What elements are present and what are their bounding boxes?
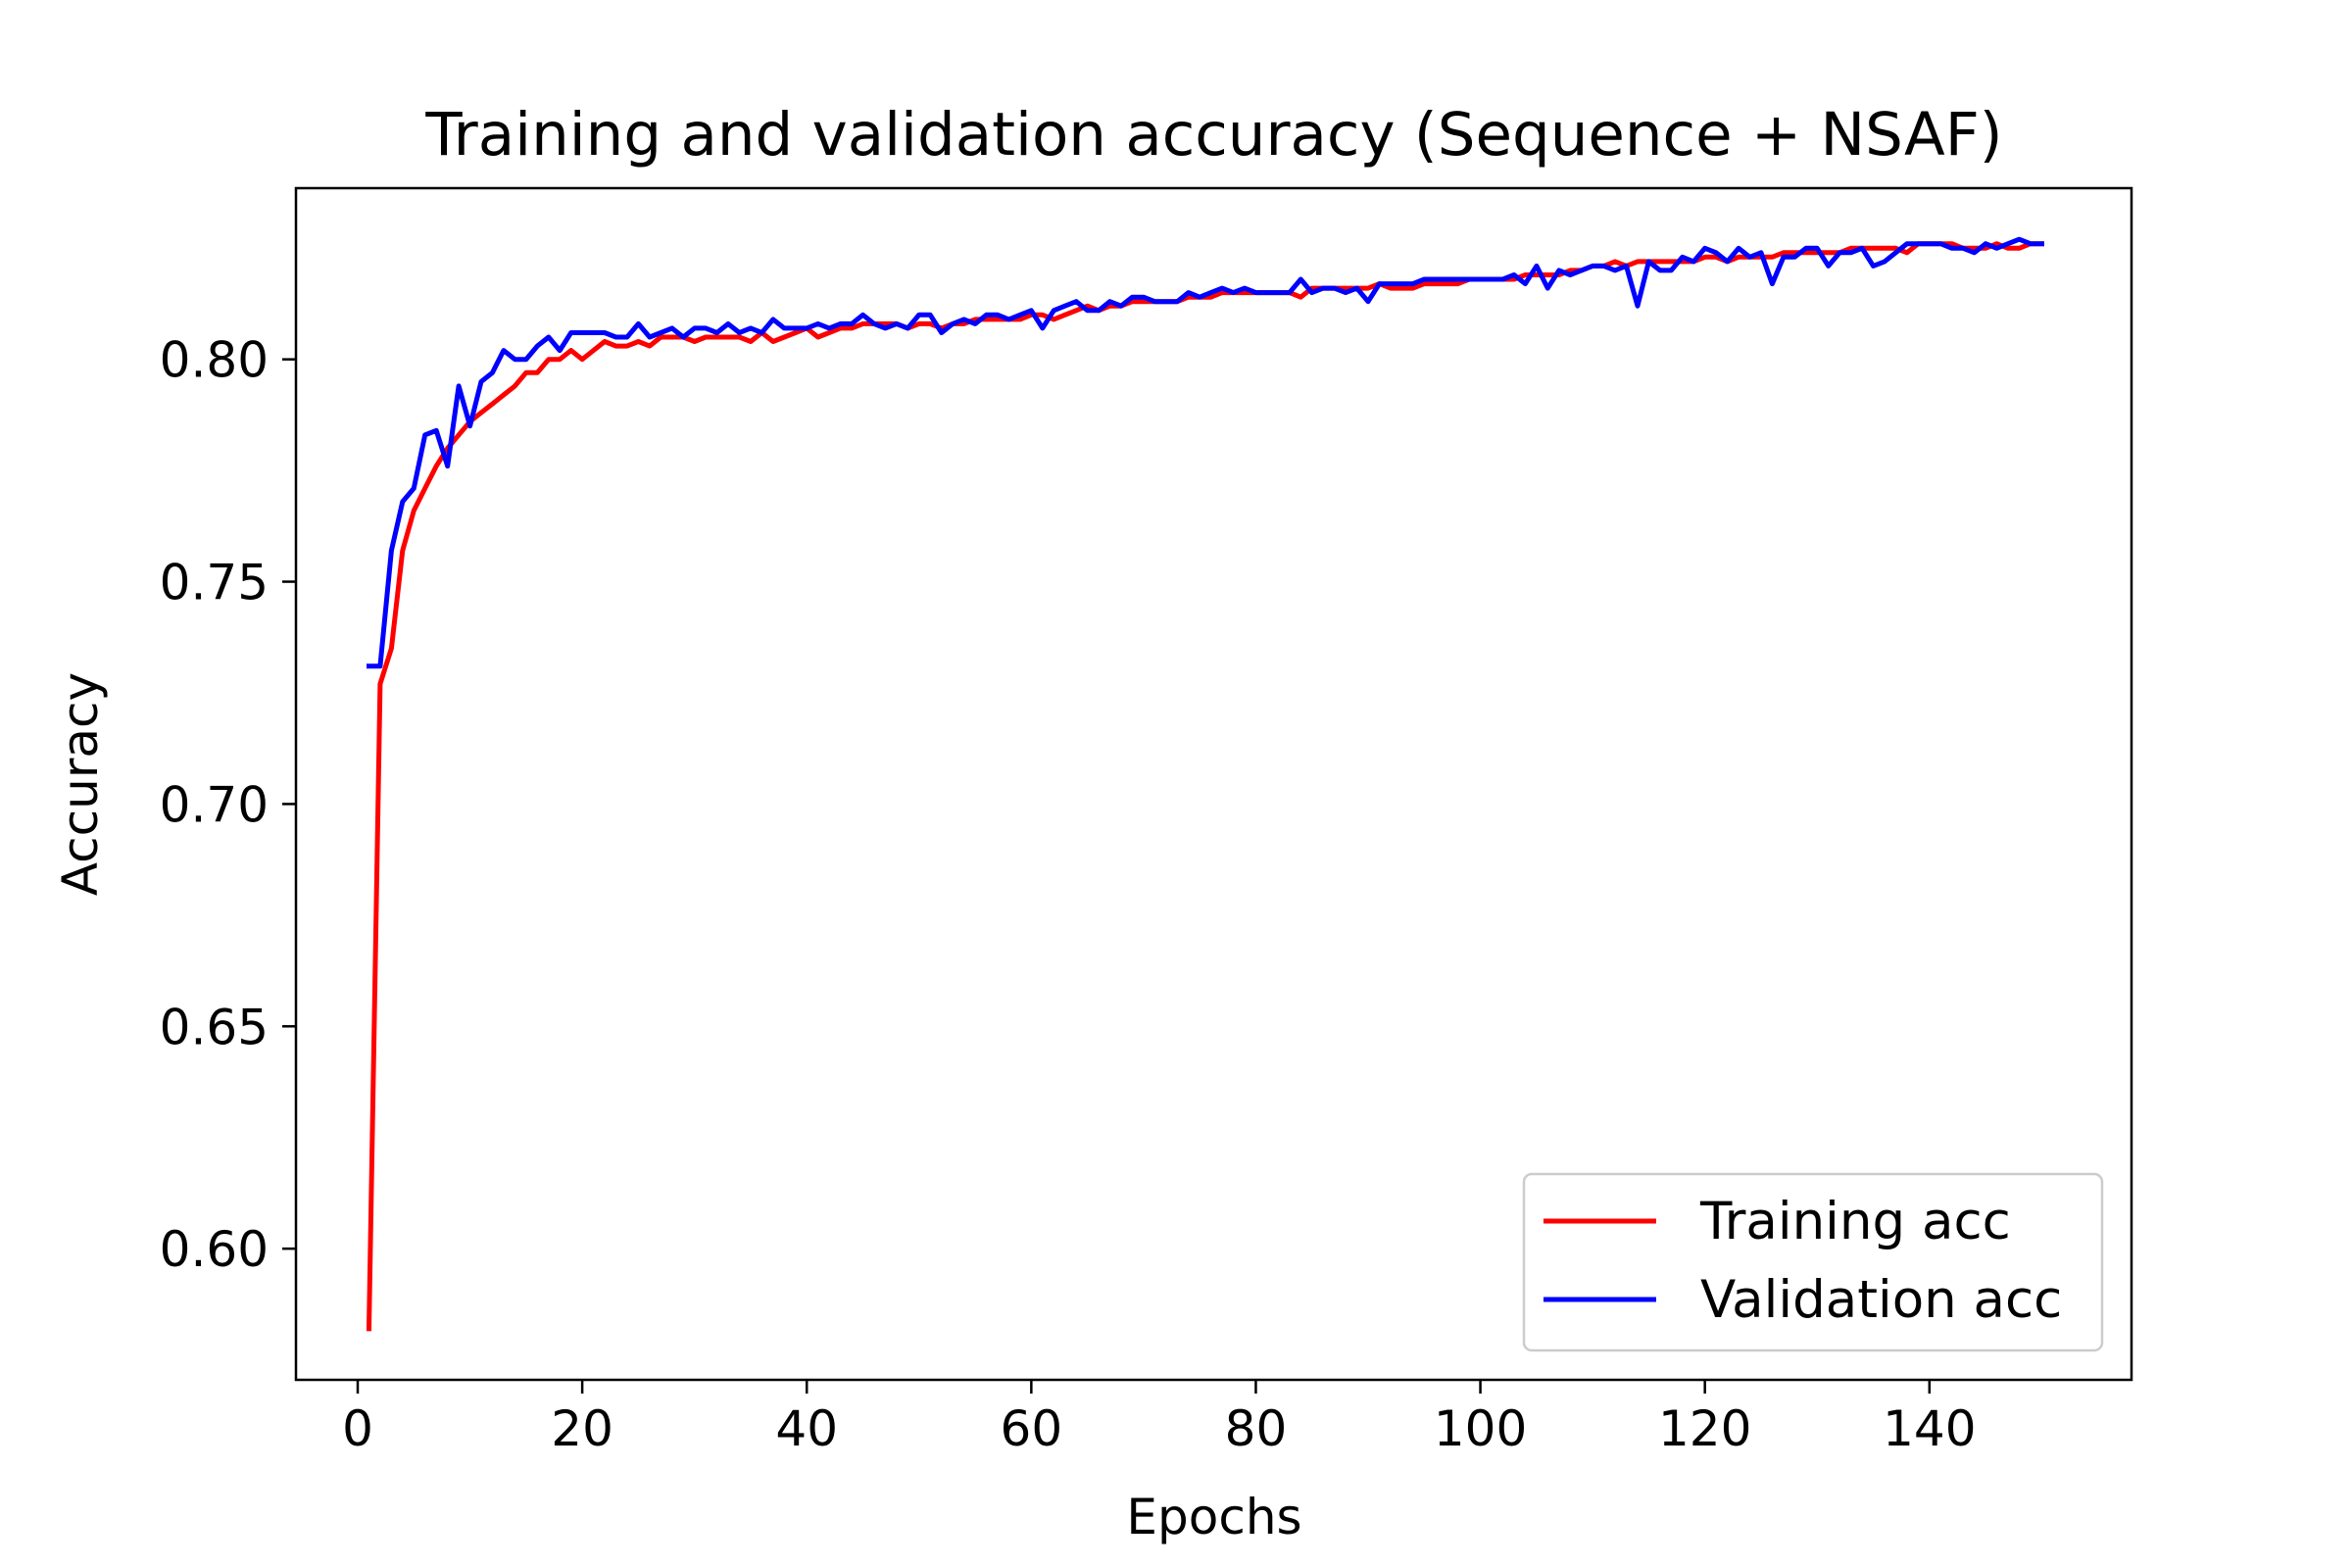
x-tick-label: 0	[342, 1400, 373, 1457]
chart-title: Training and validation accuracy (Sequen…	[424, 100, 2002, 170]
y-axis-ticks: 0.60 0.65 0.70 0.75 0.80	[160, 332, 296, 1278]
x-axis-label: Epochs	[1126, 1489, 1301, 1545]
legend-box	[1522, 1172, 2104, 1352]
y-tick-label: 0.80	[160, 332, 269, 389]
y-tick-label: 0.60	[160, 1221, 269, 1278]
y-tick-label: 0.65	[160, 999, 269, 1055]
x-tick-label: 140	[1883, 1400, 1976, 1457]
series-line-validation	[367, 236, 2044, 669]
x-tick-label: 40	[775, 1400, 838, 1457]
legend-label-validation: Validation acc	[1700, 1270, 2062, 1330]
legend-label-training: Training acc	[1699, 1192, 2011, 1251]
legend: Training acc Validation acc	[1522, 1172, 2104, 1352]
series-layer	[366, 236, 2044, 1332]
y-axis-label: Accuracy	[52, 672, 109, 896]
y-tick-label: 0.70	[160, 776, 269, 833]
x-tick-label: 60	[1001, 1400, 1063, 1457]
x-tick-label: 100	[1434, 1400, 1527, 1457]
y-tick-label: 0.75	[160, 555, 269, 612]
x-tick-label: 120	[1658, 1400, 1751, 1457]
x-axis-ticks: 0 20 40 60 80 100 120 140	[342, 1380, 1977, 1457]
x-tick-label: 80	[1225, 1400, 1288, 1457]
x-tick-label: 20	[551, 1400, 613, 1457]
plot-frame	[294, 186, 2133, 1382]
plot-area	[366, 236, 2044, 1332]
